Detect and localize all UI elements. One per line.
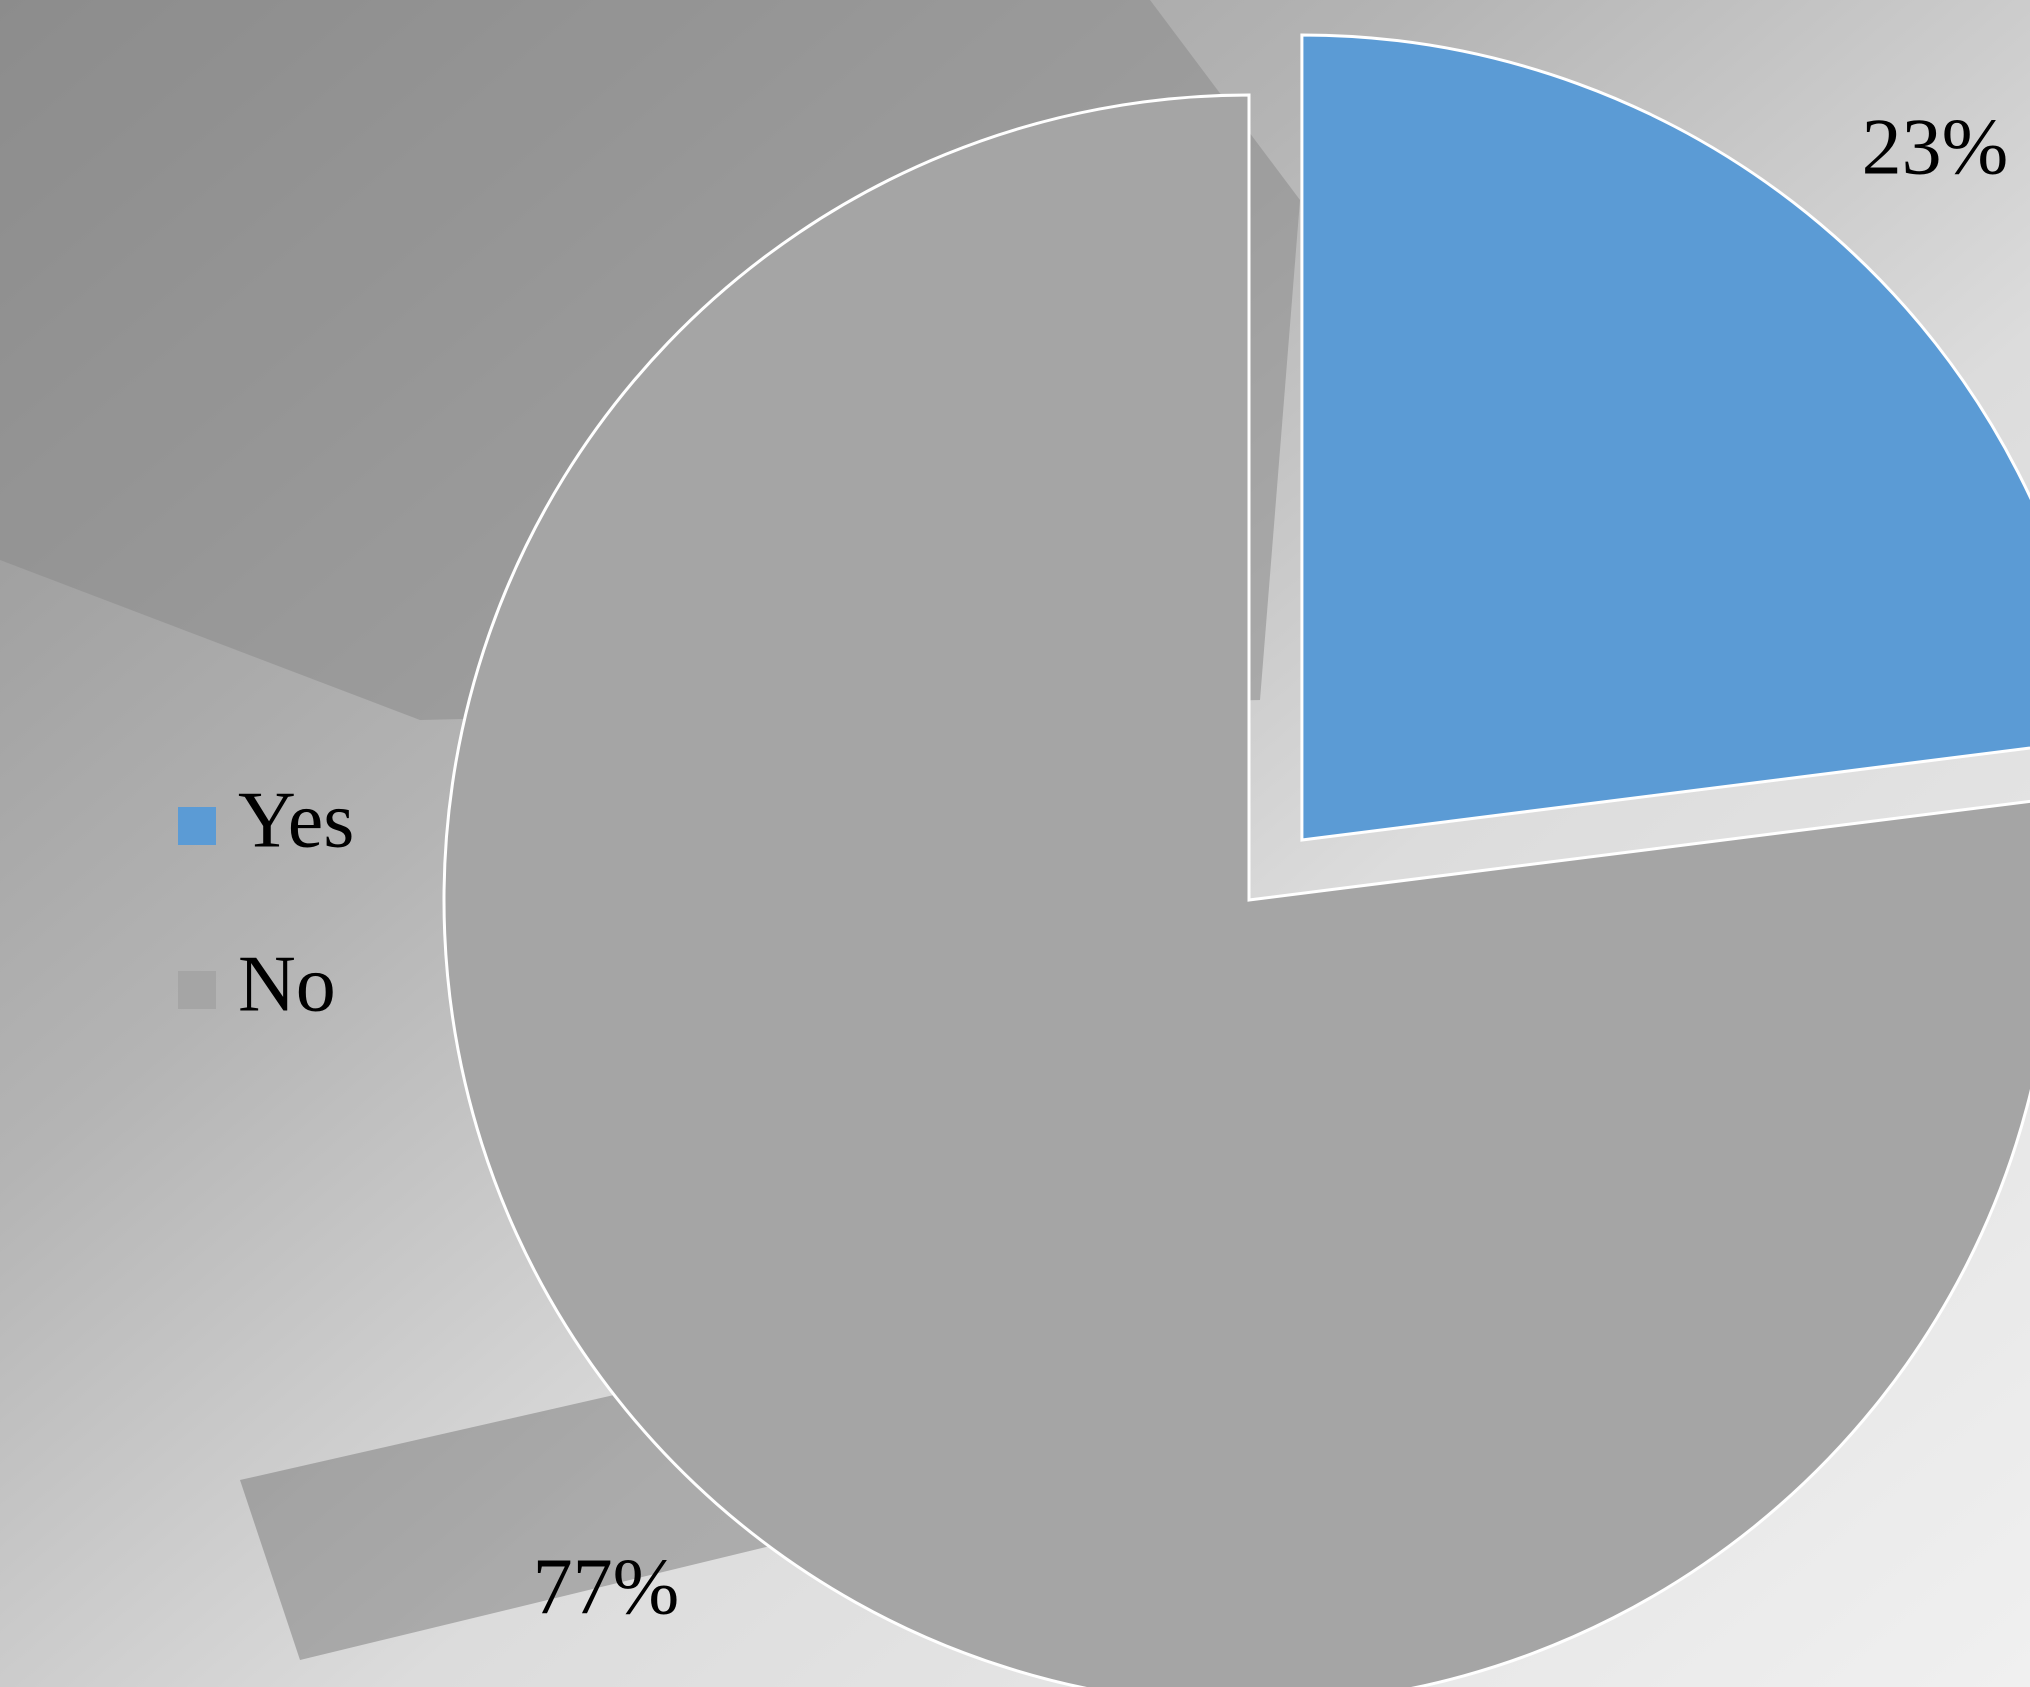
data-label: 77%: [533, 1543, 680, 1631]
pie-slice: [1300, 33, 2030, 842]
legend-swatch: [178, 807, 216, 845]
pie-slice: [442, 93, 2030, 1687]
legend-swatch: [178, 971, 216, 1009]
data-label: 23%: [1862, 103, 2009, 191]
pie: 23% 77%: [442, 33, 2030, 1687]
legend-label: Yes: [238, 776, 354, 864]
legend: Yes No: [178, 776, 354, 1028]
legend-label: No: [238, 940, 336, 1028]
